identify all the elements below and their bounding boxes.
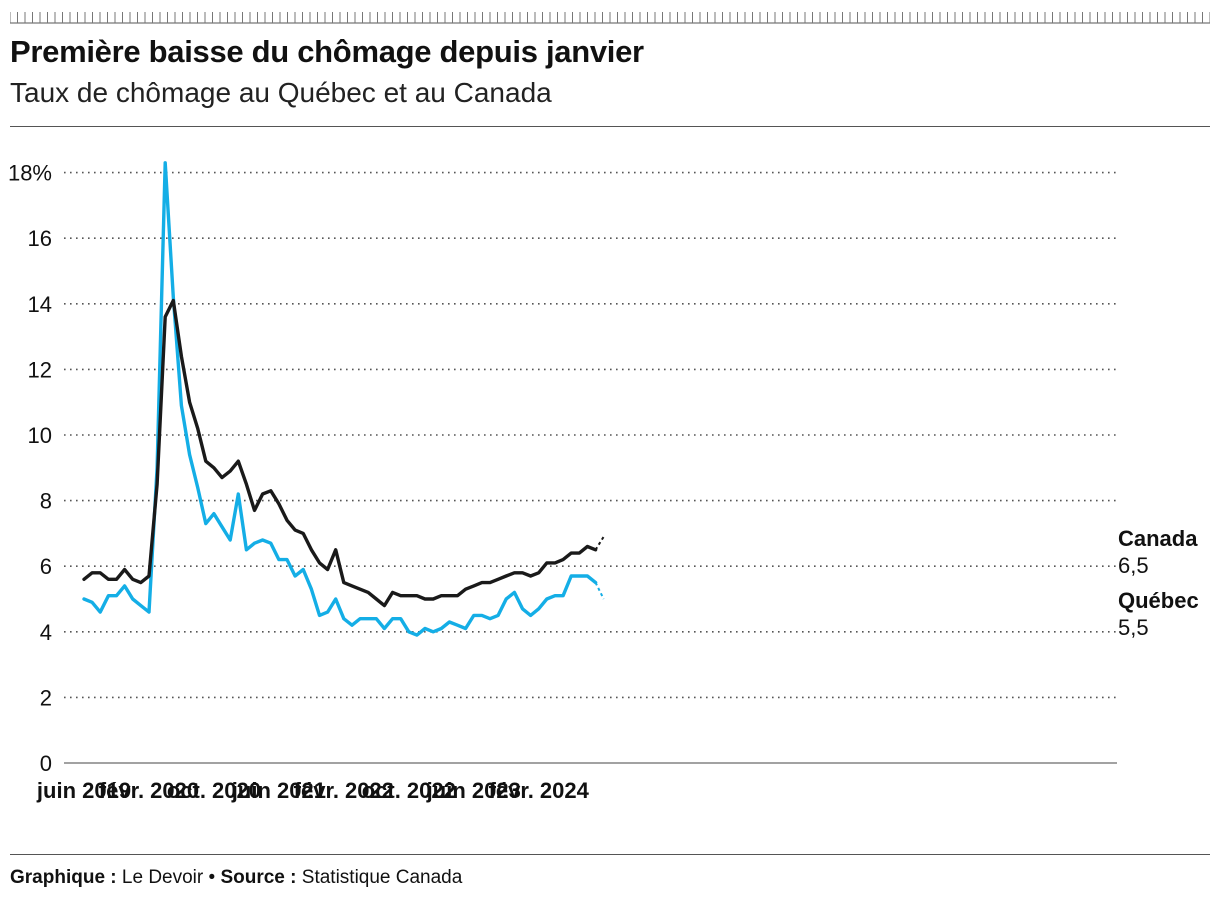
x-tick-label: oct. 2020 [167,778,261,803]
chart-title: Première baisse du chômage depuis janvie… [10,34,644,69]
x-tick-label: févr. 2024 [489,778,590,803]
y-tick-label: 16 [28,226,52,251]
y-tick-label: 8 [40,489,52,514]
series-value-canada: 6,5 [1118,553,1149,578]
series-name-canada: Canada [1118,526,1198,551]
header-divider [10,126,1210,127]
y-tick-label: 10 [28,423,52,448]
graphic-value: Le Devoir [121,867,204,888]
footer-separator: • [208,867,216,888]
x-tick-label: juin 2023 [426,778,521,803]
series-dashed-end-canada [594,536,605,551]
y-tick-label: 14 [28,292,52,317]
y-tick-label: 2 [40,685,52,710]
x-tick-label: févr. 2022 [294,778,394,803]
graphic-label: Graphique : [10,867,117,888]
x-tick-label: juin 2019 [36,778,131,803]
series-line-quebec [82,161,598,637]
y-tick-label: 6 [40,554,52,579]
x-tick-label: oct. 2022 [362,778,456,803]
footer-credits: Graphique : Le Devoir • Source : Statist… [10,867,462,889]
y-tick-label: 4 [40,620,52,645]
series-line-canada [82,298,598,608]
chart-subtitle: Taux de chômage au Québec et au Canada [10,77,552,108]
series-dashed-end-quebec [594,582,605,600]
footer-divider [10,854,1210,855]
series-value-quebec: 5,5 [1118,615,1149,640]
x-tick-label: juin 2021 [231,778,326,803]
y-tick-label: 12 [28,357,52,382]
source-label: Source : [220,867,297,888]
y-tick-label: 18% [8,161,52,186]
source-value: Statistique Canada [301,867,463,888]
top-tick-strip [10,12,1210,24]
series-name-quebec: Québec [1118,588,1199,613]
x-tick-label: févr. 2020 [99,778,199,803]
y-tick-label: 0 [40,751,52,776]
